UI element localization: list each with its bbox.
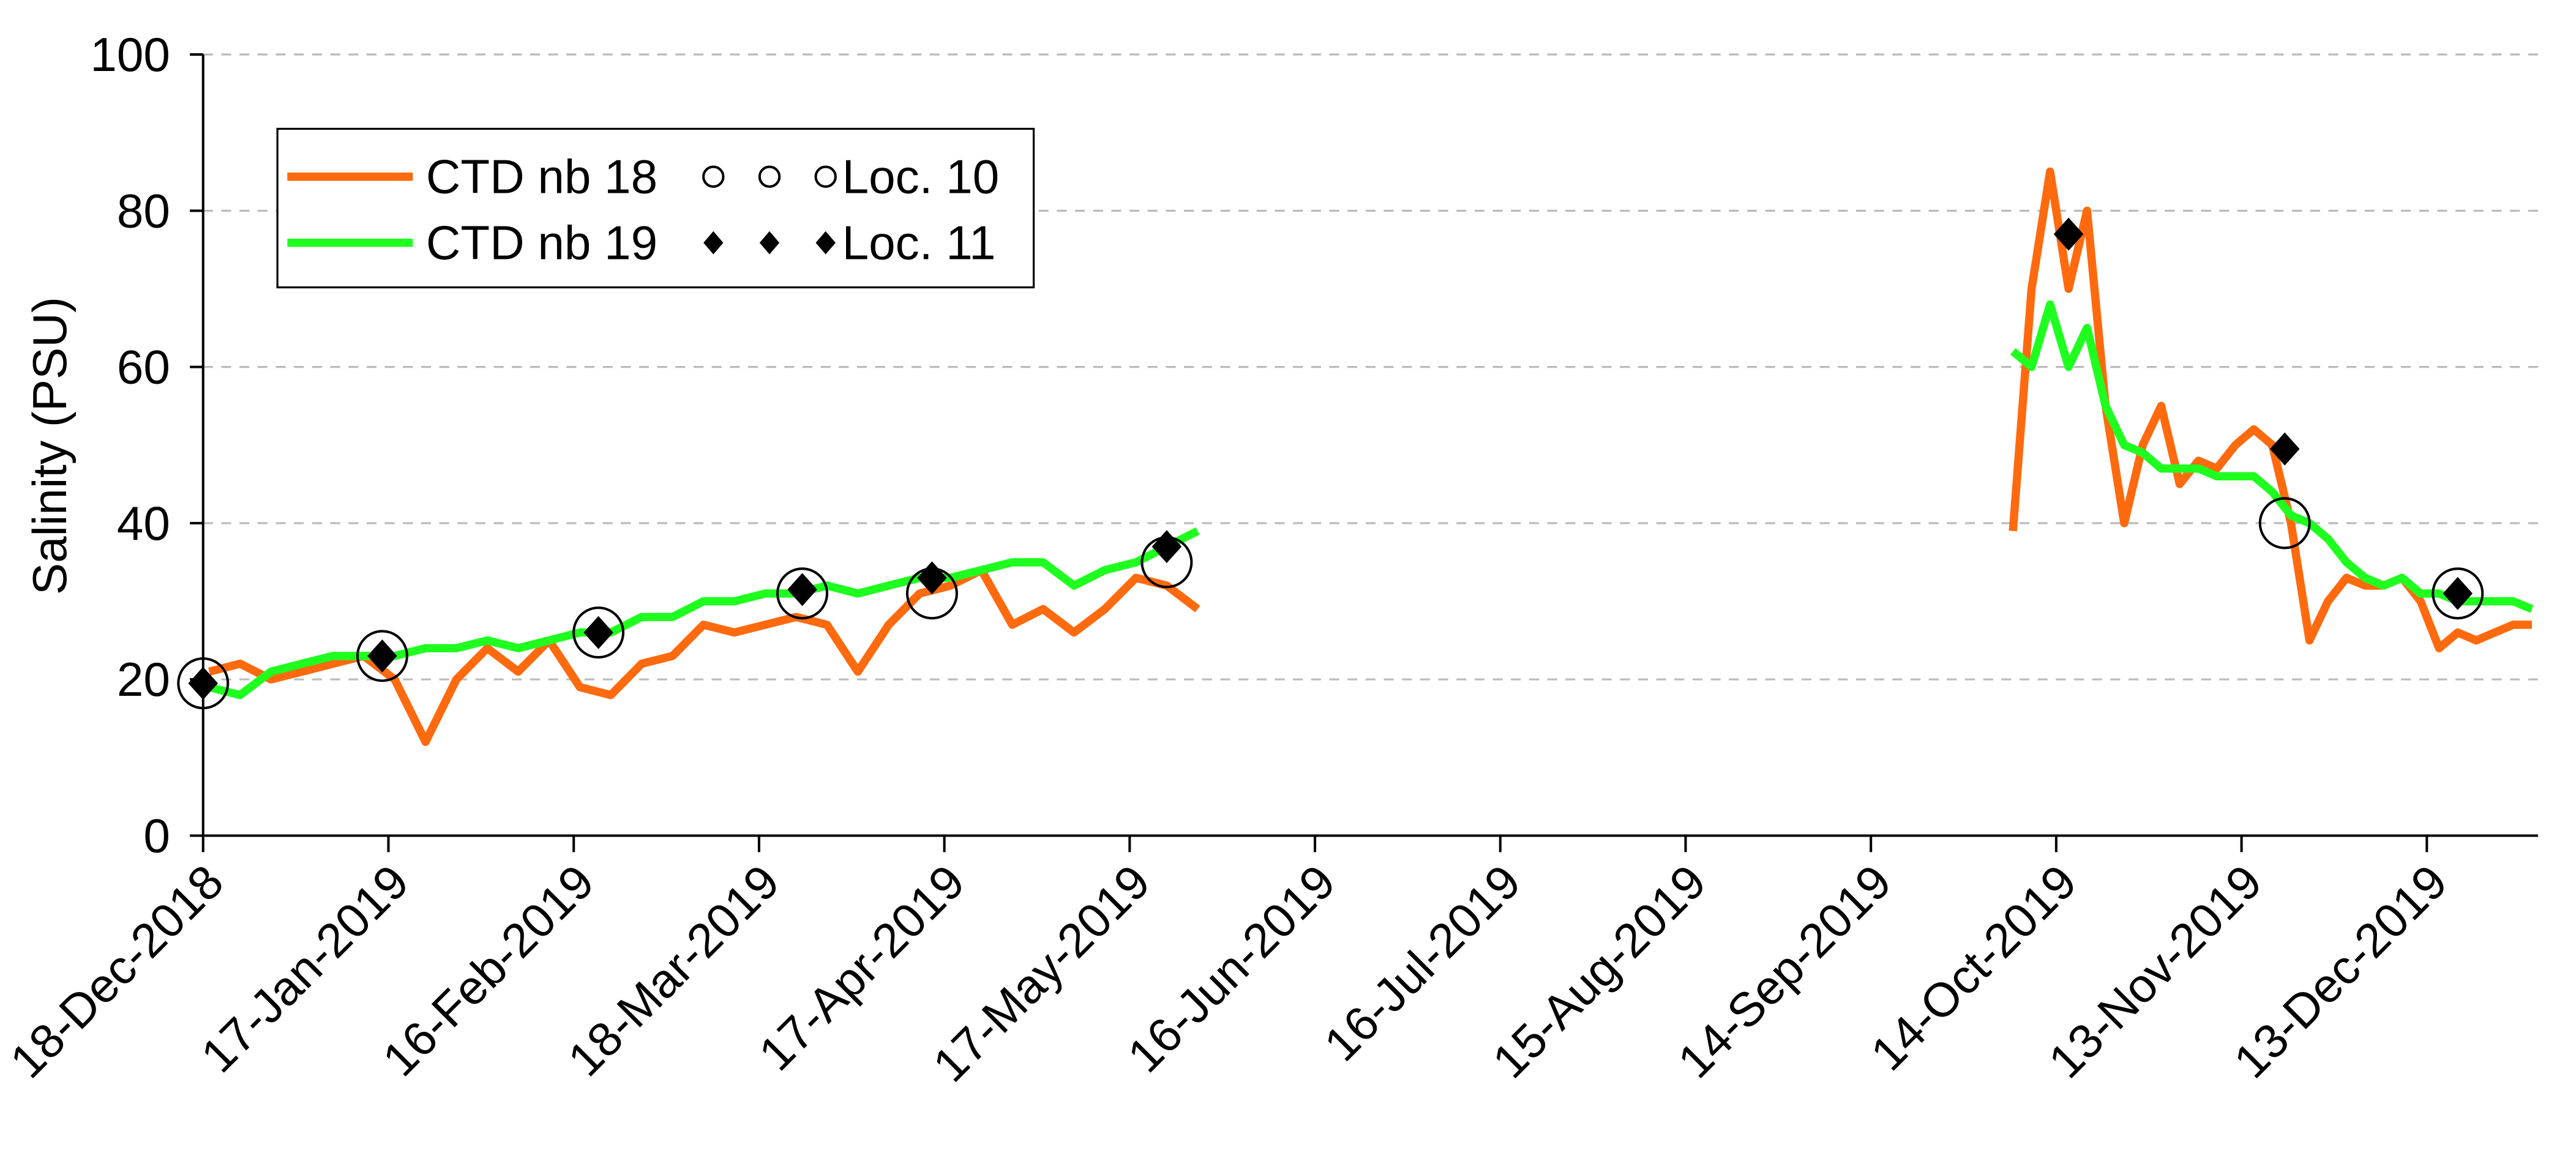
marker-circle: [177, 657, 230, 710]
legend: CTD nb 18 Loc. 10 CTD nb 19 Loc. 11: [276, 127, 1035, 289]
legend-box: [276, 127, 1035, 289]
y-tick-label: 60: [117, 340, 170, 394]
y-tick-label: 20: [117, 652, 170, 706]
series-line: [208, 167, 2532, 746]
marker-diamond: [917, 561, 947, 595]
marker-diamond: [583, 616, 613, 649]
legend-marker: [814, 165, 837, 188]
marker-diamond: [367, 639, 397, 673]
marker-circle: [2258, 497, 2311, 550]
marker-circle: [356, 630, 408, 682]
legend-marker: [758, 165, 781, 188]
marker-circle: [572, 606, 625, 659]
legend-label: CTD nb 18: [426, 150, 657, 204]
y-tick-label: 40: [117, 496, 170, 550]
marker-diamond: [1151, 530, 1182, 564]
marker-diamond: [2443, 576, 2473, 610]
marker-diamond: [2269, 432, 2300, 466]
legend-marker: [702, 165, 725, 188]
series-line: [208, 300, 2534, 699]
y-tick-label: 100: [90, 28, 170, 81]
legend-marker: [759, 231, 780, 255]
y-tick-label: 0: [143, 808, 170, 862]
legend-label: Loc. 11: [842, 216, 996, 270]
marker-circle: [2432, 567, 2484, 620]
y-axis-label: Salinity (PSU): [23, 297, 77, 595]
y-tick-label: 80: [117, 184, 170, 237]
legend-label: CTD nb 19: [426, 216, 657, 270]
marker-diamond: [2053, 217, 2084, 251]
marker-circle: [776, 567, 829, 620]
marker-diamond: [787, 573, 817, 606]
x-tick-label: 18-Dec-2018: [0, 854, 234, 1088]
legend-label: Loc. 10: [842, 150, 1000, 204]
